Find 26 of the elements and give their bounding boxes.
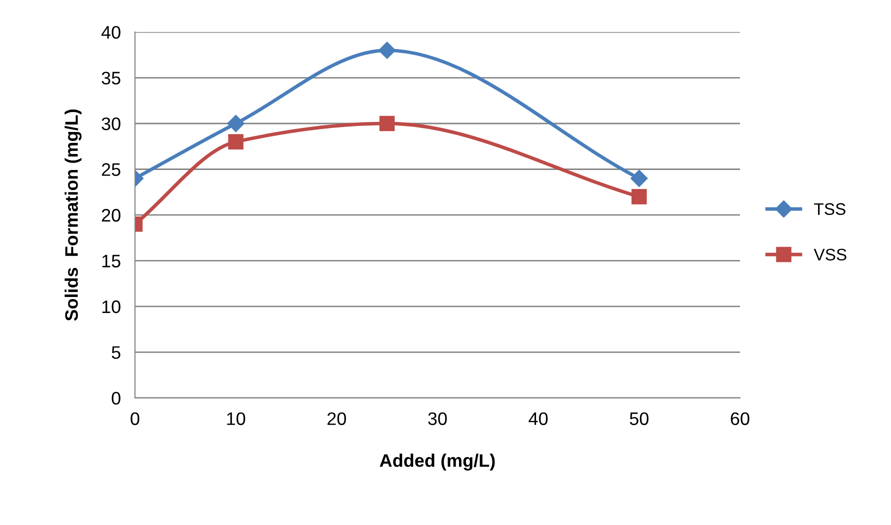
y-tick-label: 40 <box>101 26 120 39</box>
point <box>378 42 396 59</box>
x-tick-label: 30 <box>428 412 447 426</box>
y-tick-label: 25 <box>102 163 120 176</box>
x-tick-label: 20 <box>328 412 346 426</box>
point <box>630 170 648 187</box>
x-tick-label: 40 <box>528 412 548 426</box>
point <box>379 116 395 132</box>
point <box>632 189 647 204</box>
legend-label: TSS <box>814 203 846 215</box>
point <box>228 134 244 150</box>
point <box>227 114 244 132</box>
x-tick-label: 0 <box>130 412 140 426</box>
y-tick-label: 0 <box>112 392 120 405</box>
y-tick-label: 5 <box>112 346 120 359</box>
legend-label: VSS <box>814 248 846 261</box>
y-tick-label: 20 <box>102 208 120 222</box>
y-tick-label: 35 <box>102 72 120 84</box>
y-tick-label: 15 <box>102 254 120 268</box>
y-axis-title: Solids Formation (mg/L) <box>64 110 82 321</box>
x-tick-label: 60 <box>730 412 750 426</box>
y-tick-label: 10 <box>102 300 120 314</box>
x-tick-label: 10 <box>227 412 246 426</box>
x-axis-title: Added (mg/L) <box>380 454 495 471</box>
x-tick-label: 50 <box>630 412 648 426</box>
y-tick-label: 30 <box>102 117 120 130</box>
